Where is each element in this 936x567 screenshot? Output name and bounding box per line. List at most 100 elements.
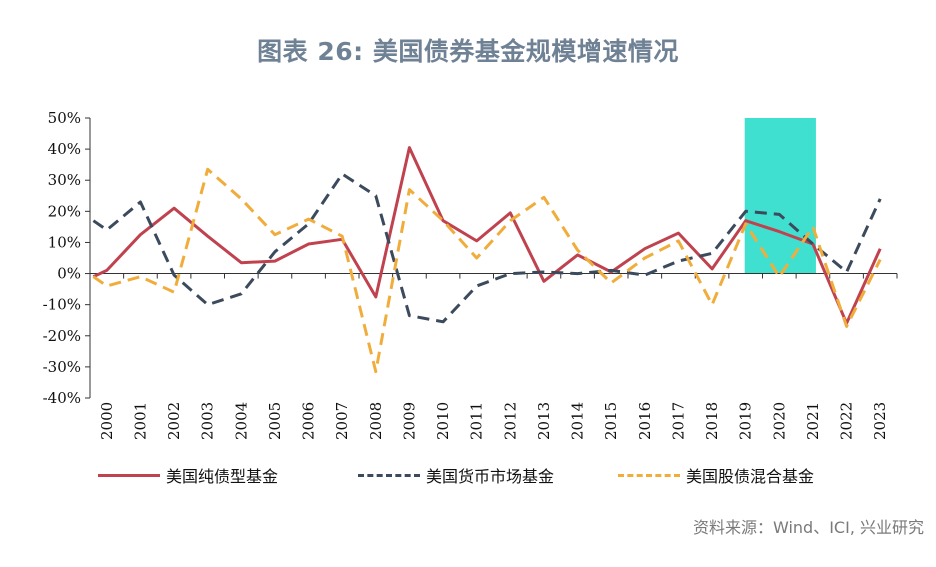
series-1-point — [206, 303, 210, 307]
series-1-point — [845, 270, 849, 274]
x-tick-label: 2003 — [199, 402, 217, 440]
series-2-point — [777, 275, 781, 279]
series-line-2 — [92, 167, 882, 374]
x-tick-label: 2002 — [165, 402, 183, 440]
x-tick-label: 2013 — [535, 402, 553, 440]
series-0-point — [138, 233, 142, 237]
label-layer: -40% -30% -20% -10% 0% 10% 20% 30% 40% 50% 2000 200… — [43, 109, 890, 440]
series-1-point — [744, 209, 748, 213]
series-2-point — [744, 222, 748, 226]
x-tick-label: 2000 — [98, 402, 116, 440]
legend-swatch-hybrid — [618, 473, 680, 477]
series-2-point — [307, 217, 311, 221]
series-2-point — [105, 284, 109, 288]
legend-label-money-market: 美国货币市场基金 — [426, 467, 555, 486]
legend-item-money-market: 美国货币市场基金 — [358, 464, 618, 486]
x-tick-label: 2006 — [300, 402, 318, 440]
y-tick-label: 20% — [48, 202, 81, 220]
series-2-point — [508, 219, 512, 223]
series-0-point — [710, 267, 714, 271]
legend-item-bond: 美国纯债型基金 — [98, 464, 358, 486]
series-2-point — [576, 248, 580, 252]
x-tick-label: 2007 — [333, 402, 351, 440]
series-1-point — [508, 272, 512, 276]
series-1-point — [105, 228, 109, 232]
chart-title: 图表 26: 美国债券基金规模增速情况 — [257, 37, 679, 66]
series-0-point — [239, 261, 243, 265]
highlight-layer — [744, 118, 816, 274]
series-0-point — [542, 279, 546, 283]
source-note: 资料来源：Wind、ICI, 兴业研究 — [693, 518, 924, 537]
series-1-point — [576, 272, 580, 276]
series-2-point — [811, 225, 815, 229]
series-0-point — [878, 247, 882, 251]
series-1-point — [643, 273, 647, 277]
series-0-point — [273, 259, 277, 263]
series-0-point — [105, 268, 109, 272]
legend-item-hybrid: 美国股债混合基金 — [618, 464, 878, 486]
series-2-point — [206, 167, 210, 171]
series-2-point — [542, 195, 546, 199]
series-1-point — [811, 242, 815, 246]
series-0-point — [374, 295, 378, 299]
series-2-point — [676, 239, 680, 243]
y-tick-label: 50% — [48, 109, 81, 127]
x-tick-label: 2019 — [737, 402, 755, 440]
y-tick-label: -20% — [43, 327, 81, 345]
highlight-band — [744, 118, 816, 274]
series-1-point — [407, 314, 411, 318]
x-tick-label: 2023 — [871, 402, 889, 440]
series-0-point — [576, 253, 580, 257]
x-tick-label: 2014 — [569, 402, 587, 440]
x-tick-label: 2016 — [636, 402, 654, 440]
y-tick-label: 30% — [48, 171, 81, 189]
series-1-point — [273, 250, 277, 254]
series-0-point — [407, 146, 411, 150]
series-1-point — [138, 200, 142, 204]
legend: 美国纯债型基金 美国货币市场基金 美国股债混合基金 — [98, 464, 878, 486]
x-tick-label: 2015 — [602, 402, 620, 440]
series-2-point — [374, 370, 378, 374]
series-2-point — [475, 256, 479, 260]
series-2-point — [710, 303, 714, 307]
series-2-point — [138, 275, 142, 279]
x-tick-label: 2012 — [501, 402, 519, 440]
series-line-0 — [92, 146, 882, 325]
series-1-point — [542, 270, 546, 274]
series-1-point — [676, 259, 680, 263]
x-tick-label: 2018 — [703, 402, 721, 440]
series-2-point — [643, 256, 647, 260]
series-1-point — [340, 172, 344, 176]
x-tick-label: 2017 — [669, 402, 687, 440]
series-0-point — [307, 242, 311, 246]
series-2-point — [609, 281, 613, 285]
x-tick-label: 2009 — [400, 402, 418, 440]
series-layer — [92, 146, 882, 374]
series-0-point — [676, 231, 680, 235]
series-0-point — [777, 230, 781, 234]
series-1-point — [307, 222, 311, 226]
series-2-point — [239, 197, 243, 201]
legend-swatch-money-market — [358, 473, 420, 477]
legend-label-hybrid: 美国股债混合基金 — [686, 467, 815, 486]
series-2-point — [340, 234, 344, 238]
series-1-point — [374, 194, 378, 198]
x-tick-label: 2011 — [468, 402, 486, 440]
y-tick-label: 10% — [48, 233, 81, 251]
x-tick-label: 2004 — [232, 402, 250, 440]
x-tick-label: 2010 — [434, 402, 452, 440]
series-line-1 — [92, 172, 882, 324]
series-1-point — [777, 212, 781, 216]
series-2-point — [441, 219, 445, 223]
series-1-point — [475, 284, 479, 288]
series-0-point — [475, 239, 479, 243]
y-tick-label: -40% — [43, 389, 81, 407]
series-0-point — [643, 247, 647, 251]
x-tick-label: 2005 — [266, 402, 284, 440]
legend-label-bond: 美国纯债型基金 — [166, 467, 279, 486]
series-1-point — [878, 197, 882, 201]
series-0-point — [206, 234, 210, 238]
y-tick-label: 40% — [48, 140, 81, 158]
y-tick-label: 0% — [57, 265, 81, 283]
